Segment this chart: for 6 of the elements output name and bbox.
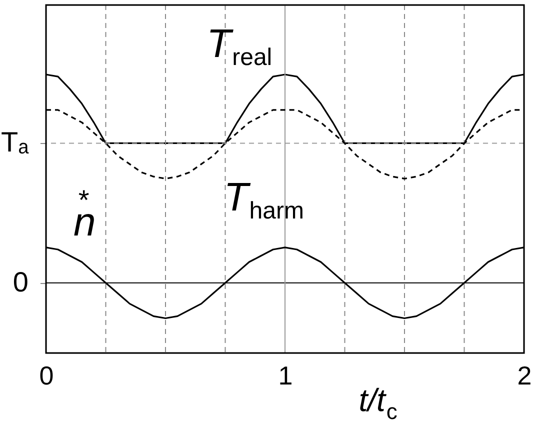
ref-line-label: 0 [12, 266, 28, 298]
x-tick-label: 1 [278, 360, 293, 390]
series-label: n* [74, 184, 96, 244]
x-tick-label: 2 [517, 360, 532, 390]
x-tick-label: 0 [39, 360, 54, 390]
ref-line-label: Tₐ [0, 126, 30, 158]
